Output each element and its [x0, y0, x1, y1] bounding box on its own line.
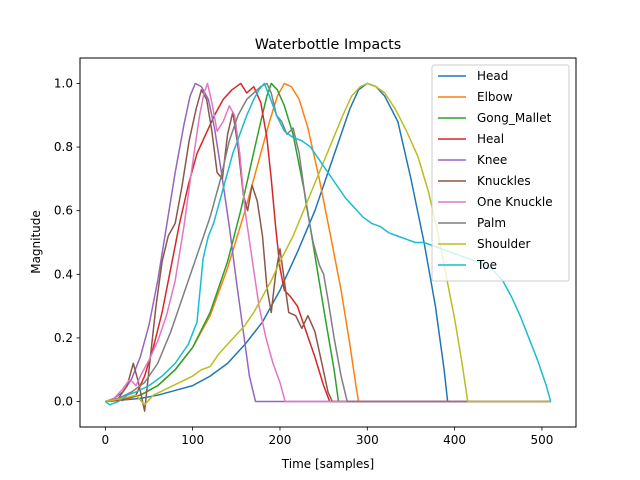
series-line-gong-mallet	[105, 82, 551, 403]
x-tick-label: 400	[443, 433, 466, 447]
x-tick-label: 100	[181, 433, 204, 447]
x-tick-label: 200	[269, 433, 292, 447]
legend-label: Head	[477, 69, 508, 83]
legend: Head Elbow Gong_Mallet Heal Knee Knuckles One …	[431, 64, 570, 282]
legend-label: Knee	[477, 153, 507, 167]
series-line-one-knuckle	[105, 82, 551, 403]
y-axis-ticks: 0.0 0.2 0.4 0.6 0.8 1.0	[54, 76, 80, 409]
legend-label: Toe	[476, 258, 497, 272]
y-tick-label: 0.2	[54, 331, 73, 345]
legend-label: Elbow	[477, 90, 513, 104]
y-tick-label: 1.0	[54, 76, 73, 90]
legend-box	[431, 64, 570, 282]
legend-label: Shoulder	[477, 237, 531, 251]
legend-label: Gong_Mallet	[477, 111, 552, 125]
x-tick-label: 300	[356, 433, 379, 447]
y-tick-label: 0.8	[54, 140, 73, 154]
y-tick-label: 0.4	[54, 267, 73, 281]
x-tick-label: 500	[530, 433, 553, 447]
x-axis-label: Time [samples]	[281, 457, 374, 471]
legend-label: Knuckles	[477, 174, 531, 188]
series-line-shoulder	[105, 82, 551, 406]
plot-frame	[79, 57, 577, 428]
y-axis-label: Magnitude	[29, 210, 43, 274]
y-tick-label: 0.0	[54, 395, 73, 409]
legend-label: One Knuckle	[477, 195, 553, 209]
legend-label: Heal	[477, 132, 504, 146]
x-tick-label: 0	[102, 433, 110, 447]
y-tick-label: 0.6	[54, 204, 73, 218]
series-line-knee	[105, 82, 551, 403]
legend-label: Palm	[477, 216, 506, 230]
series-line-palm	[105, 82, 551, 403]
series-line-heal	[105, 82, 551, 403]
chart-title: Waterbottle Impacts	[255, 37, 401, 53]
x-axis-ticks: 0 100 200 300 400 500	[102, 427, 553, 447]
